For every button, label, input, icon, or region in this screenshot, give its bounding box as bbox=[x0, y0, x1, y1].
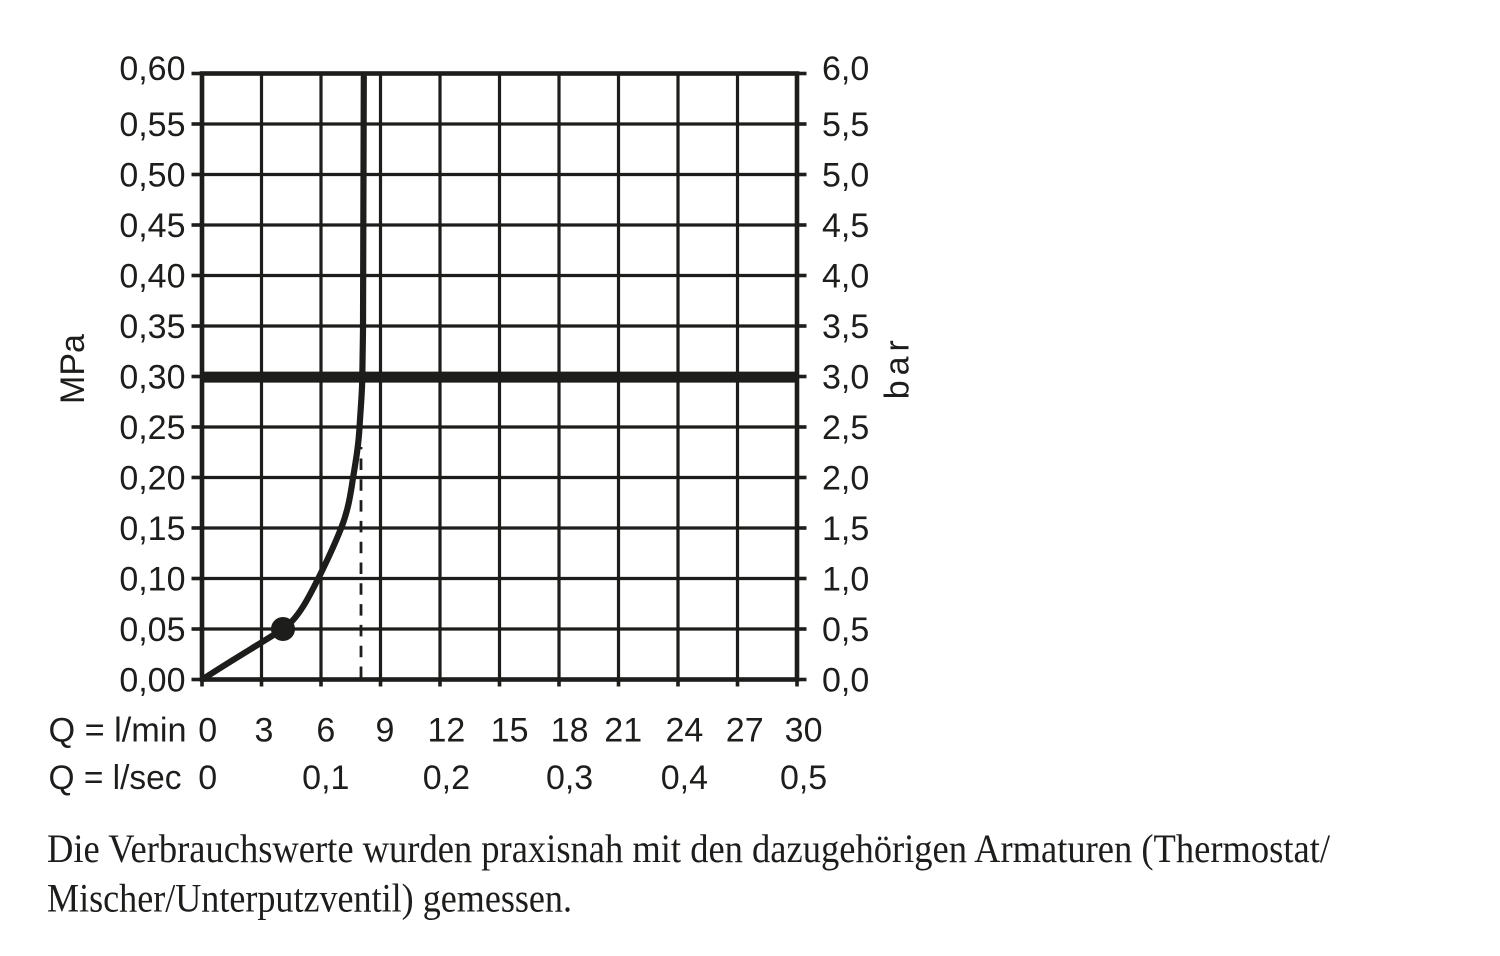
svg-text:0,05: 0,05 bbox=[119, 611, 185, 649]
svg-text:0,10: 0,10 bbox=[119, 561, 185, 599]
svg-text:0,3: 0,3 bbox=[546, 759, 593, 797]
svg-text:bar: bar bbox=[879, 335, 917, 399]
svg-text:1,5: 1,5 bbox=[822, 510, 869, 548]
svg-text:4,5: 4,5 bbox=[822, 207, 869, 245]
svg-text:6: 6 bbox=[316, 712, 335, 750]
svg-text:0,5: 0,5 bbox=[822, 611, 869, 649]
svg-text:30: 30 bbox=[785, 712, 823, 750]
svg-text:2,5: 2,5 bbox=[822, 409, 869, 447]
svg-text:Q = l/sec: Q = l/sec bbox=[49, 759, 182, 797]
svg-text:0: 0 bbox=[198, 759, 217, 797]
svg-text:0,4: 0,4 bbox=[661, 759, 708, 797]
svg-text:MPa: MPa bbox=[54, 334, 92, 404]
svg-text:0,60: 0,60 bbox=[119, 50, 185, 88]
svg-text:0: 0 bbox=[198, 712, 217, 750]
svg-text:0,2: 0,2 bbox=[423, 759, 470, 797]
svg-text:0,40: 0,40 bbox=[119, 258, 185, 296]
svg-text:0,5: 0,5 bbox=[780, 759, 827, 797]
svg-text:3: 3 bbox=[255, 712, 274, 750]
svg-text:0,15: 0,15 bbox=[119, 510, 185, 548]
svg-text:0,00: 0,00 bbox=[119, 662, 185, 700]
svg-text:0,45: 0,45 bbox=[119, 207, 185, 245]
svg-text:0,50: 0,50 bbox=[119, 157, 185, 195]
svg-text:21: 21 bbox=[604, 712, 642, 750]
svg-text:5,5: 5,5 bbox=[822, 106, 869, 144]
svg-text:27: 27 bbox=[726, 712, 764, 750]
svg-text:0,35: 0,35 bbox=[119, 308, 185, 346]
svg-text:6,0: 6,0 bbox=[822, 50, 869, 88]
svg-text:9: 9 bbox=[375, 712, 394, 750]
svg-text:0,25: 0,25 bbox=[119, 409, 185, 447]
svg-text:0,30: 0,30 bbox=[119, 359, 185, 397]
svg-text:Die Verbrauchswerte wurden pra: Die Verbrauchswerte wurden praxisnah mit… bbox=[47, 826, 1331, 871]
svg-text:12: 12 bbox=[427, 712, 465, 750]
svg-text:0,0: 0,0 bbox=[822, 662, 869, 700]
svg-text:3,5: 3,5 bbox=[822, 308, 869, 346]
svg-text:1,0: 1,0 bbox=[822, 561, 869, 599]
svg-text:0,1: 0,1 bbox=[302, 759, 349, 797]
svg-text:Mischer/Unterputzventil) gemes: Mischer/Unterputzventil) gemessen. bbox=[47, 876, 572, 921]
svg-text:24: 24 bbox=[665, 712, 703, 750]
svg-text:0,20: 0,20 bbox=[119, 460, 185, 498]
svg-text:0,55: 0,55 bbox=[119, 106, 185, 144]
svg-text:18: 18 bbox=[551, 712, 589, 750]
svg-text:4,0: 4,0 bbox=[822, 258, 869, 296]
svg-text:5,0: 5,0 bbox=[822, 157, 869, 195]
svg-text:Q = l/min: Q = l/min bbox=[49, 712, 187, 750]
svg-text:2,0: 2,0 bbox=[822, 460, 869, 498]
svg-text:3,0: 3,0 bbox=[822, 359, 869, 397]
svg-text:15: 15 bbox=[491, 712, 529, 750]
